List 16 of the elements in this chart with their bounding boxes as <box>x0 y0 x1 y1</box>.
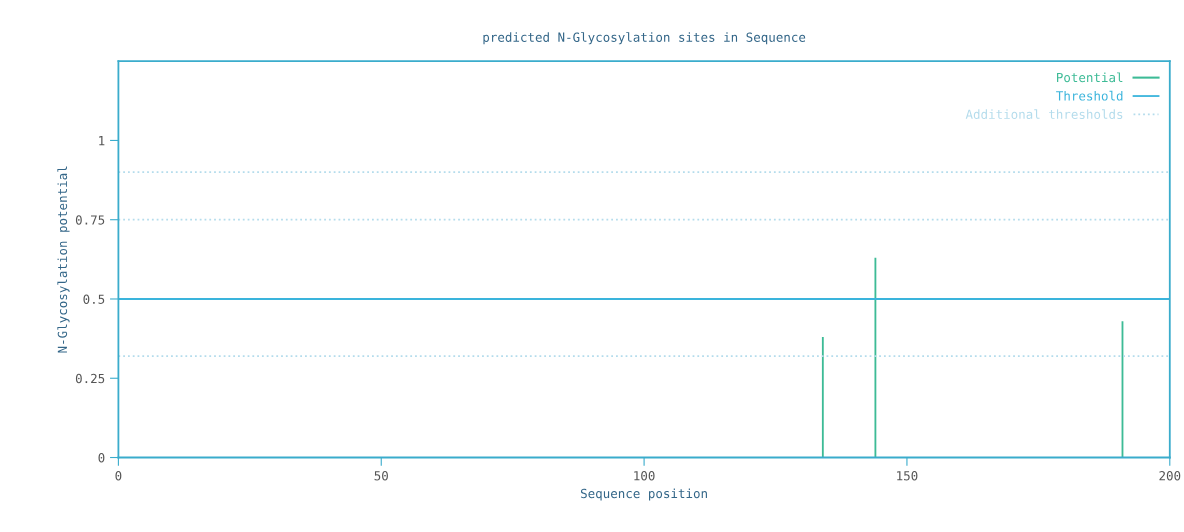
x-axis-title: Sequence position <box>580 488 707 501</box>
y-axis-title: N-Glycosylation potential <box>57 166 70 353</box>
x-tick-label: 150 <box>897 471 918 481</box>
y-tick-label: 1 <box>99 136 105 146</box>
chart-title: predicted N-Glycosylation sites in Sequence <box>483 32 806 45</box>
x-tick-label: 50 <box>374 471 388 481</box>
legend-label: Threshold <box>1056 90 1123 101</box>
legend-label: Additional thresholds <box>965 109 1123 119</box>
legend-label: Potential <box>1057 72 1123 83</box>
y-tick-label: 0.75 <box>75 215 105 225</box>
x-tick-label: 100 <box>634 471 655 481</box>
x-tick-label: 200 <box>1159 471 1181 481</box>
x-tick-label: 0 <box>115 471 122 481</box>
y-tick-label: 0.25 <box>75 373 105 384</box>
y-tick-label: 0 <box>98 453 105 463</box>
y-tick-label: 0.5 <box>83 294 105 304</box>
